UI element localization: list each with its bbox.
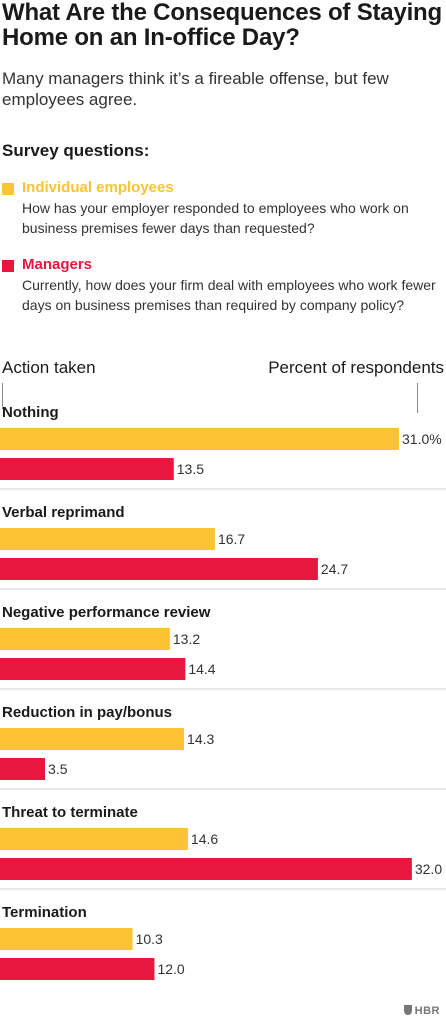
column-header-action: Action taken (2, 358, 96, 377)
category-label-reduction-in-pay-bonus: Reduction in pay/bonus (2, 704, 172, 721)
data-label-reduction-in-pay-bonus-managers: 3.5 (48, 761, 68, 777)
bar-reduction-in-pay-bonus-employees (0, 728, 185, 750)
hbr-logo: HBR (403, 1005, 440, 1017)
bar-termination-employees (0, 928, 133, 950)
logo-text: HBR (414, 1005, 440, 1017)
header-tick-right (417, 383, 418, 413)
bar-nothing-employees (0, 428, 399, 450)
chart-subtitle: Many managers think it’s a fireable offe… (2, 69, 389, 109)
category-label-threat-to-terminate: Threat to terminate (2, 804, 138, 821)
bar-threat-to-terminate-employees (0, 828, 188, 850)
column-header-percent: Percent of respondents (268, 358, 444, 377)
data-label-nothing-employees: 31.0% (402, 431, 442, 447)
bar-nothing-managers (0, 458, 174, 480)
legend-question-managers: Currently, how does your firm deal with … (22, 277, 436, 313)
data-label-verbal-reprimand-managers: 24.7 (321, 561, 348, 577)
data-label-threat-to-terminate-employees: 14.6 (191, 831, 218, 847)
legend-question-employees: How has your employer responded to emplo… (22, 200, 409, 236)
bar-verbal-reprimand-employees (0, 528, 215, 550)
data-label-nothing-managers: 13.5 (177, 461, 204, 477)
chart-title: What Are the Consequences of Staying Hom… (2, 0, 442, 51)
survey-questions-heading: Survey questions: (2, 141, 150, 160)
bar-threat-to-terminate-managers (0, 858, 412, 880)
data-label-verbal-reprimand-employees: 16.7 (218, 531, 245, 547)
category-label-termination: Termination (2, 904, 87, 921)
category-label-negative-performance-review: Negative performance review (2, 604, 211, 621)
data-label-negative-performance-review-managers: 14.4 (188, 661, 215, 677)
category-label-verbal-reprimand: Verbal reprimand (2, 504, 125, 521)
data-label-termination-employees: 10.3 (136, 931, 163, 947)
header-tick-left (2, 383, 3, 409)
data-label-negative-performance-review-employees: 13.2 (173, 631, 200, 647)
bar-reduction-in-pay-bonus-managers (0, 758, 46, 780)
data-label-threat-to-terminate-managers: 32.0 (415, 861, 442, 877)
category-label-nothing: Nothing (2, 404, 59, 421)
data-label-reduction-in-pay-bonus-employees: 14.3 (187, 731, 214, 747)
bar-termination-managers (0, 958, 155, 980)
bar-negative-performance-review-managers (0, 658, 186, 680)
legend-label-managers: Managers (22, 256, 93, 273)
legend-swatch-employees (2, 183, 14, 195)
shield-icon (403, 1005, 412, 1015)
bar-verbal-reprimand-managers (0, 558, 318, 580)
legend-label-employees: Individual employees (22, 179, 174, 196)
bar-negative-performance-review-employees (0, 628, 170, 650)
data-label-termination-managers: 12.0 (157, 961, 184, 977)
legend-swatch-managers (2, 260, 14, 272)
